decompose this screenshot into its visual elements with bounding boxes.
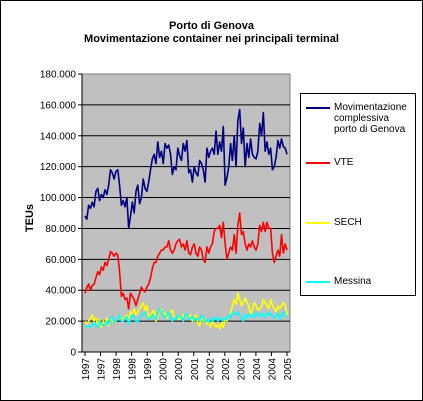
legend-label-total: Movimentazione complessiva porto di Geno… bbox=[334, 102, 407, 135]
x-tick-label: 2000 bbox=[159, 358, 170, 381]
y-tick-label: 180.000 bbox=[40, 70, 77, 81]
x-tick-label: 2000 bbox=[174, 358, 185, 381]
x-tick-label: 2002 bbox=[205, 358, 216, 381]
x-tick-label: 1998 bbox=[112, 358, 123, 381]
series-lines bbox=[84, 108, 288, 330]
x-tick-label: 2005 bbox=[283, 358, 294, 381]
x-tick-label: 2004 bbox=[267, 358, 278, 381]
legend-swatch-messina bbox=[306, 281, 330, 283]
gridlines bbox=[82, 104, 290, 322]
x-tick-label: 2002 bbox=[221, 358, 232, 381]
x-tick-label: 1999 bbox=[143, 358, 154, 381]
y-tick-label: 120.000 bbox=[40, 162, 77, 173]
x-tick-label: 2004 bbox=[252, 358, 263, 381]
legend-swatch-total bbox=[306, 107, 330, 109]
legend-label-messina: Messina bbox=[334, 276, 372, 287]
y-tick-label: 140.000 bbox=[40, 131, 77, 142]
chart-title: Porto di Genova bbox=[169, 20, 254, 32]
legend-label-vte: VTE bbox=[334, 157, 354, 168]
x-tick-label: 1997 bbox=[81, 358, 92, 381]
y-axis-ticks: 0 20.000 40.000 60.000 80.000 100.000 120.000 1… bbox=[40, 70, 82, 359]
y-axis-label: TEUs bbox=[24, 204, 36, 232]
x-tick-label: 2003 bbox=[236, 358, 247, 381]
y-tick-label: 100.000 bbox=[40, 193, 77, 204]
series-line-messina bbox=[84, 307, 288, 329]
axes bbox=[81, 74, 290, 353]
y-tick-label: 20.000 bbox=[45, 317, 76, 328]
y-tick-label: 80.000 bbox=[45, 224, 76, 235]
series-line-vte bbox=[84, 212, 288, 310]
y-tick-label: 0 bbox=[70, 348, 76, 359]
x-tick-label: 2001 bbox=[190, 358, 201, 381]
legend-label-sech: SECH bbox=[334, 217, 362, 228]
legend: Movimentazione complessiva porto di Geno… bbox=[300, 93, 416, 296]
x-axis-ticks: 1997 1997 1998 1998 1999 2000 2000 2001 2002 2002… bbox=[81, 352, 294, 380]
legend-swatch-vte bbox=[306, 162, 330, 164]
series-line-total bbox=[84, 108, 288, 230]
y-tick-label: 160.000 bbox=[40, 100, 77, 111]
x-tick-label: 1998 bbox=[128, 358, 139, 381]
legend-swatch-sech bbox=[306, 222, 330, 224]
y-tick-label: 60.000 bbox=[45, 255, 76, 266]
y-tick-label: 40.000 bbox=[45, 286, 76, 297]
x-tick-label: 1997 bbox=[97, 358, 108, 381]
chart-subtitle: Movimentazione container nei principali … bbox=[84, 33, 339, 45]
